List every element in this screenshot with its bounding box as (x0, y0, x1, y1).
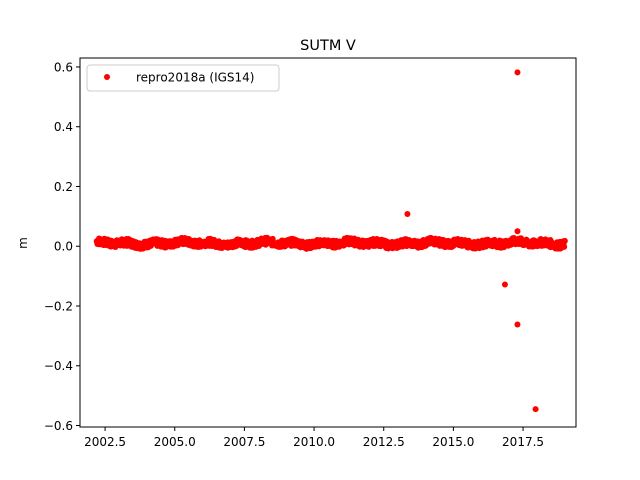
plot-frame (79, 57, 577, 428)
x-tick-label: 2012.5 (363, 435, 405, 449)
x-tick-label: 2015.0 (432, 435, 474, 449)
legend-frame (86, 64, 280, 92)
x-tick-label: 2002.5 (84, 435, 126, 449)
data-point-outlier (514, 228, 521, 235)
x-axis: 2002.5 2005.0 2007.5 2010.0 2012.5 2015.0 2017… (84, 427, 544, 449)
legend-label: repro2018a (IGS14) (136, 71, 254, 85)
x-tick-label: 2007.5 (223, 435, 265, 449)
chart-title: SUTM V (300, 38, 356, 54)
data-point-outlier (532, 406, 539, 413)
y-tick-label: −0.2 (44, 299, 73, 313)
y-axis: −0.6 −0.4 −0.2 0.0 0.2 0.4 0.6 (44, 60, 80, 433)
y-tick-label: 0.6 (54, 60, 73, 74)
data-point-outlier (501, 281, 508, 288)
data-point-outlier (514, 321, 521, 328)
y-tick-label: −0.6 (44, 419, 73, 433)
y-tick-label: −0.4 (44, 359, 73, 373)
data-points (93, 69, 568, 413)
legend: repro2018a (IGS14) (86, 64, 280, 92)
data-point-outlier (514, 69, 521, 76)
x-tick-label: 2010.0 (293, 435, 335, 449)
data-point-outlier (404, 210, 411, 217)
x-tick-label: 2005.0 (154, 435, 196, 449)
y-tick-label: 0.2 (54, 180, 73, 194)
legend-marker (104, 74, 110, 80)
y-axis-label: m (16, 237, 30, 249)
y-tick-label: 0.0 (54, 240, 73, 254)
y-tick-label: 0.4 (54, 120, 73, 134)
data-point (561, 237, 568, 244)
data-point (561, 243, 568, 250)
x-tick-label: 2017.5 (502, 435, 544, 449)
